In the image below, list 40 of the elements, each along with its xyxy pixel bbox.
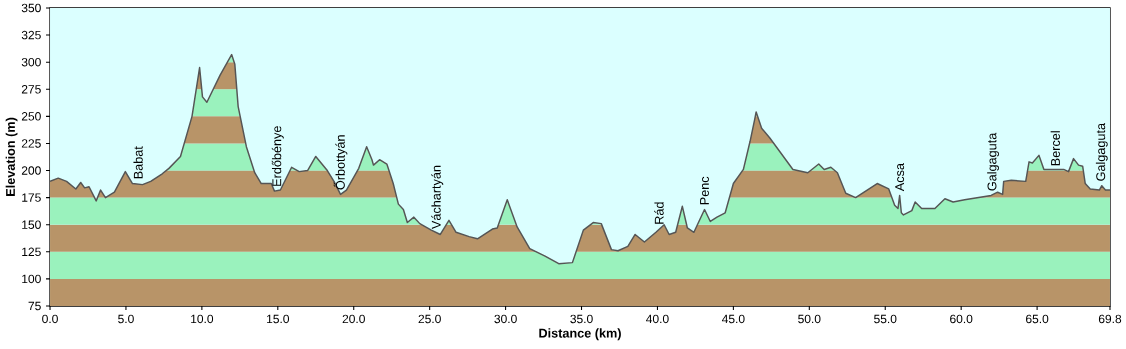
- y-tick-label: 350: [21, 3, 41, 13]
- line-series: [50, 53, 1110, 265]
- x-tick-label: 10.0: [191, 314, 214, 324]
- x-tick-label: 20.0: [342, 314, 365, 324]
- x-tick-label: 65.0: [1026, 314, 1049, 324]
- y-tick-label: 200: [21, 166, 41, 175]
- annotation: Babat: [133, 146, 143, 179]
- x-tick-label: 25.0: [418, 314, 441, 324]
- y-tick-label: 275: [21, 85, 41, 94]
- y-tick-label: 250: [21, 112, 41, 121]
- y-tick-label: 100: [22, 274, 41, 284]
- y-tick-label: 150: [22, 220, 41, 229]
- y-tick-label: 75: [28, 301, 41, 311]
- x-tick-label: 69.8: [1098, 314, 1122, 324]
- annotation: Bercel: [1050, 131, 1060, 166]
- x-tick-label: 0.0: [42, 314, 58, 324]
- annotation: Galgaguta: [1095, 122, 1108, 181]
- annotation: Erdőbénye: [271, 126, 284, 186]
- y-tick-label: 300: [21, 57, 41, 67]
- annotation: Váchartyán: [431, 165, 444, 230]
- annotation: Penc: [700, 176, 709, 205]
- annotation: Őrbottyán: [333, 135, 348, 190]
- x-tick-label: 35.0: [570, 314, 593, 324]
- x-tick-label: 60.0: [950, 314, 973, 324]
- y-tick-label: 175: [22, 193, 41, 202]
- y-axis-title: Elevation (m): [5, 117, 18, 196]
- x-tick-label: 30.0: [494, 314, 517, 324]
- y-tick-label: 325: [21, 30, 41, 40]
- x-tick-label: 50.0: [798, 314, 821, 324]
- x-tick-label: 45.0: [721, 314, 745, 324]
- y-tick-label: 225: [21, 139, 41, 148]
- x-axis-title: Distance (km): [539, 328, 621, 341]
- x-tick-label: 15.0: [267, 314, 290, 324]
- annotation: Galgaguta: [987, 132, 999, 191]
- x-tick-label: 55.0: [874, 314, 897, 324]
- x-tick-label: 5.0: [118, 314, 134, 324]
- y-tick-label: 125: [22, 247, 41, 257]
- annotation: Acsa: [895, 163, 905, 192]
- annotation: Rád: [654, 202, 664, 224]
- x-tick-label: 40.0: [646, 314, 669, 324]
